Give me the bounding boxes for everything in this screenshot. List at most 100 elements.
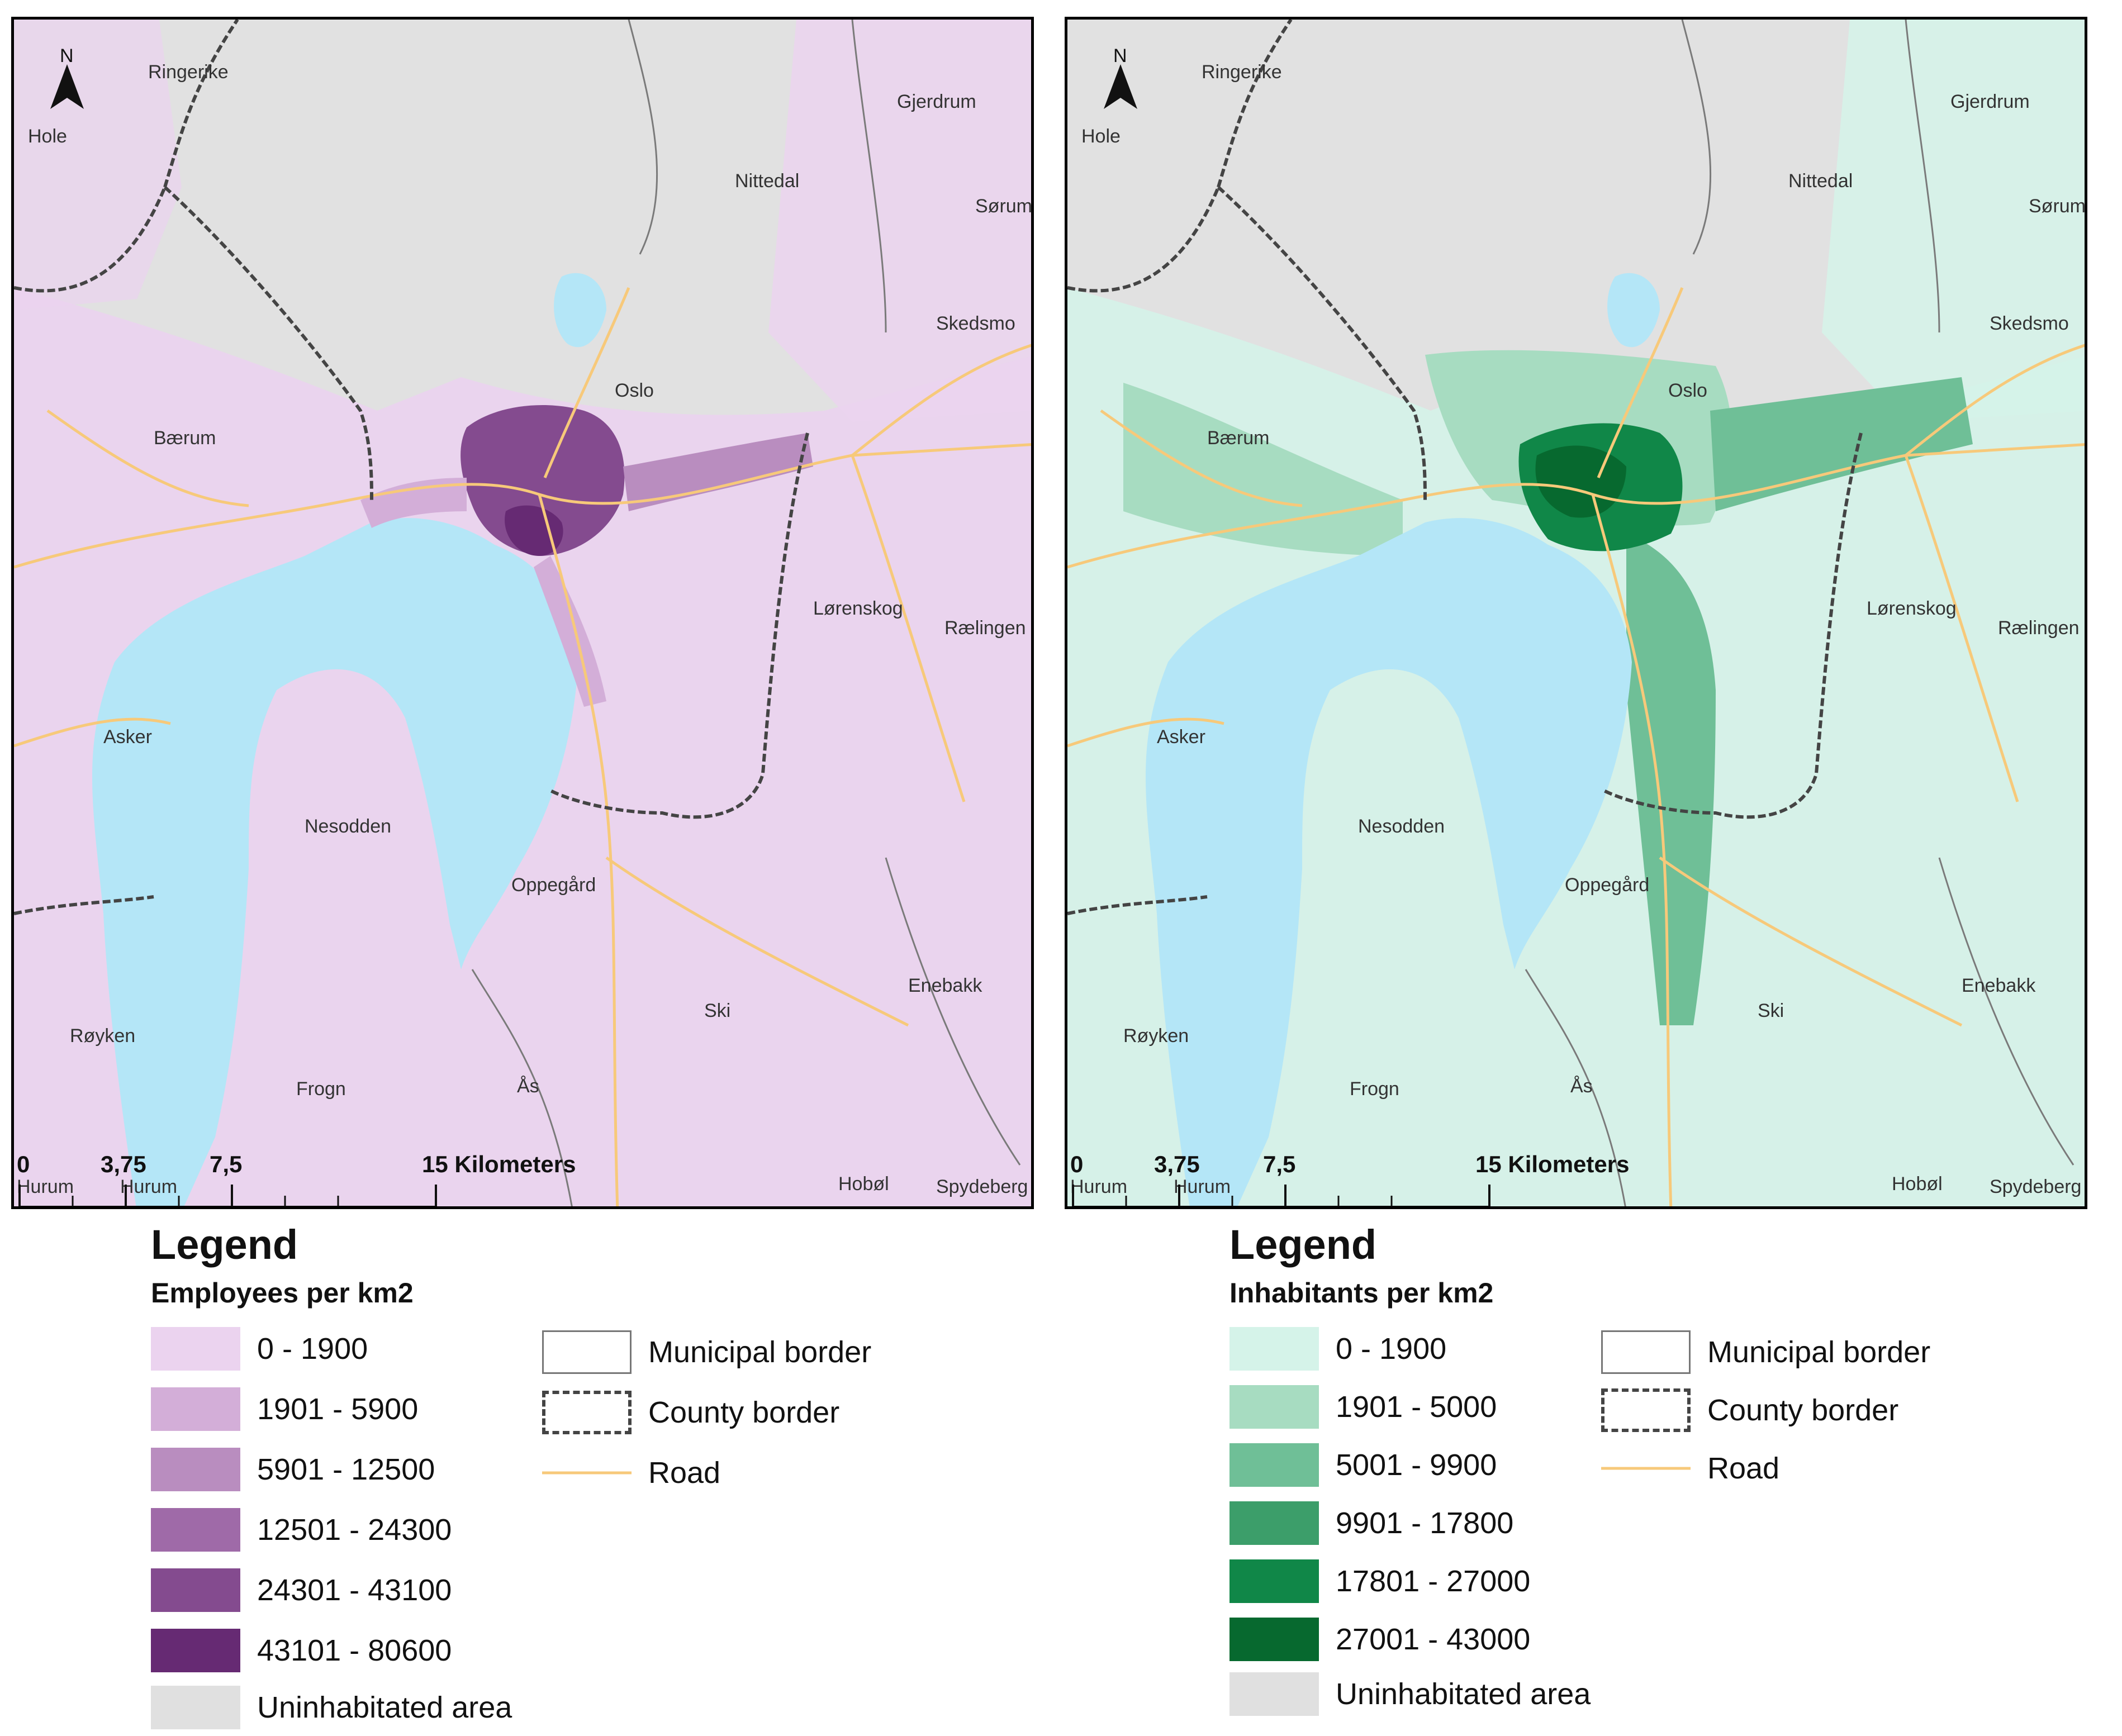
place-label: Rælingen [944, 617, 1026, 639]
scale-label: 3,75 [1154, 1151, 1200, 1177]
legend-swatch [151, 1327, 240, 1371]
scale-bar-graphic [1072, 1185, 1490, 1206]
place-label: Oslo [615, 380, 654, 401]
place-label: Hurum [17, 1176, 74, 1197]
place-label: Hole [1081, 126, 1121, 147]
legend-symbol-label: Road [1707, 1452, 1780, 1485]
scale-label: 0 [1070, 1151, 1084, 1177]
place-label: Spydeberg [936, 1176, 1028, 1197]
scale-label: 0 [17, 1151, 30, 1177]
legend-class-label: 0 - 1900 [1336, 1332, 1447, 1366]
place-label: Lørenskog [813, 598, 903, 619]
municipal-border-swatch [1601, 1330, 1691, 1374]
scale-bar-graphic [18, 1185, 437, 1206]
residential-zone-east [1710, 377, 1973, 511]
legend-class-label: 17801 - 27000 [1336, 1564, 1531, 1598]
place-label: Spydeberg [1990, 1176, 2082, 1197]
place-label: Gjerdrum [897, 91, 976, 112]
legend-class-label: 5001 - 9900 [1336, 1448, 1497, 1482]
road-swatch [1601, 1467, 1691, 1470]
legend-class-label: 1901 - 5000 [1336, 1390, 1497, 1424]
scale-label: 3,75 [101, 1151, 146, 1177]
legend-swatch [151, 1387, 240, 1431]
legend-swatch [151, 1508, 240, 1552]
legend-symbol-label: Municipal border [648, 1335, 872, 1369]
legend-subtitle: Inhabitants per km2 [1229, 1277, 1494, 1309]
place-label: Nesodden [305, 816, 392, 837]
place-label: Bærum [154, 427, 216, 449]
place-label: Frogn [1350, 1078, 1399, 1100]
county-border-swatch [1601, 1388, 1691, 1432]
legend-swatch [1229, 1559, 1319, 1603]
place-label: Hurum [1174, 1176, 1231, 1197]
lake-north [1607, 273, 1660, 348]
city-corridor-west [360, 478, 467, 528]
north-arrow-label: N [60, 45, 74, 66]
place-label: Asker [103, 726, 152, 748]
legend-title: Legend [151, 1221, 298, 1268]
place-label: Nittedal [1788, 170, 1853, 192]
place-label: Bærum [1207, 427, 1270, 449]
place-label: Røyken [70, 1025, 136, 1047]
legend-class-label: 27001 - 43000 [1336, 1623, 1531, 1656]
legend-swatch [1229, 1672, 1319, 1716]
scale-label: 7,5 [1263, 1151, 1296, 1177]
legend-swatch [151, 1629, 240, 1672]
fjord-water [1146, 518, 1632, 1206]
low-density-zone-west [14, 20, 182, 310]
low-density-zone-north [768, 20, 1031, 422]
legend-swatch [1229, 1327, 1319, 1371]
place-label: Enebakk [908, 975, 982, 996]
employees-map-canvas [14, 20, 1031, 1206]
legend-class-label: 43101 - 80600 [257, 1634, 452, 1667]
county-borders [1067, 20, 1863, 915]
legend-title: Legend [1229, 1221, 1377, 1268]
place-label: Ski [1758, 1000, 1784, 1021]
place-label: Nittedal [735, 170, 800, 192]
city-corridor-east [623, 433, 813, 511]
place-label: Oslo [1668, 380, 1707, 401]
place-label: Oppegård [511, 874, 596, 896]
place-label: Sørum [975, 196, 1032, 217]
place-label: Hole [28, 126, 67, 147]
place-label: Gjerdrum [1950, 91, 2030, 112]
legend-symbol-label: County border [648, 1396, 840, 1429]
place-label: Hobøl [838, 1173, 889, 1195]
place-label: Ski [704, 1000, 731, 1021]
municipal-border-swatch [542, 1330, 632, 1374]
place-label: Ringerike [148, 61, 229, 83]
place-label: Enebakk [1962, 975, 2036, 996]
place-label: Røyken [1123, 1025, 1189, 1047]
legend-swatch [1229, 1618, 1319, 1661]
legend-class-label: Uninhabitated area [1336, 1677, 1591, 1711]
scale-label: 7,5 [210, 1151, 243, 1177]
inhabitants-map-panel: N Ringerike Hole Gjerdrum Nittedal Sørum… [1065, 17, 2087, 1209]
legend-class-label: 0 - 1900 [257, 1332, 368, 1366]
place-label: Nesodden [1358, 816, 1445, 837]
road-swatch [542, 1471, 632, 1475]
scale-label: 15 Kilometers [422, 1151, 576, 1177]
municipal-borders [1525, 20, 2074, 1206]
legend-swatch [1229, 1501, 1319, 1545]
legend-class-label: 1901 - 5900 [257, 1392, 419, 1426]
city-core [505, 505, 563, 556]
place-label: Skedsmo [1990, 313, 2069, 334]
residential-zone-south [1626, 534, 1716, 1025]
legend-swatch [151, 1448, 240, 1491]
inhabitants-map-canvas [1067, 20, 2085, 1206]
employees-map-panel: N Ringerike Hole Gjerdrum Nittedal Sørum… [11, 17, 1034, 1209]
fjord-water [92, 518, 578, 1206]
lake-north [554, 273, 606, 348]
low-density-zone-north [1822, 20, 2085, 422]
legend-symbol-label: Road [648, 1456, 721, 1490]
municipal-borders [471, 20, 1021, 1206]
legend-swatch [1229, 1443, 1319, 1487]
place-label: Ås [1570, 1076, 1593, 1097]
legend-class-label: 24301 - 43100 [257, 1573, 452, 1607]
place-label: Hurum [1070, 1176, 1128, 1197]
road-network [1067, 287, 2085, 1206]
legend-swatch [151, 1568, 240, 1612]
inhabitants-legend: Legend Inhabitants per km2 0 - 1900 1901… [1229, 1221, 2122, 1724]
legend-class-label: 5901 - 12500 [257, 1453, 435, 1486]
county-border-swatch [542, 1391, 632, 1434]
